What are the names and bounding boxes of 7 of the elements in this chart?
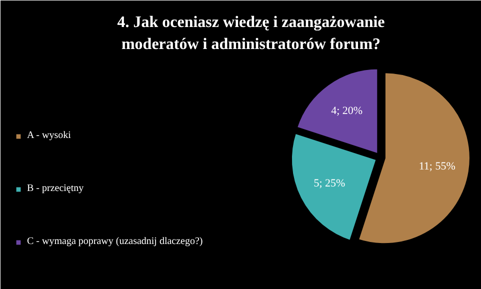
legend-label: C - wymaga poprawy (uzasadnij dlaczego?) (27, 236, 203, 247)
chart-title: 4. Jak oceniasz wiedzę i zaangażowanie moderatów i administratorów forum? (117, 14, 385, 53)
data-label: 11; 55% (418, 160, 456, 172)
data-label: 4; 20% (331, 105, 363, 118)
legend-label: B - przeciętny (27, 183, 84, 194)
data-label: 5; 25% (314, 178, 346, 190)
legend-label: A - wysoki (27, 130, 71, 141)
